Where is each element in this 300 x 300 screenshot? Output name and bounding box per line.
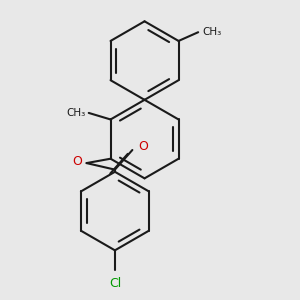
Text: CH₃: CH₃ [66, 108, 85, 118]
Text: O: O [138, 140, 148, 153]
Text: O: O [72, 155, 82, 169]
Text: CH₃: CH₃ [202, 27, 222, 37]
Text: Cl: Cl [109, 277, 121, 290]
